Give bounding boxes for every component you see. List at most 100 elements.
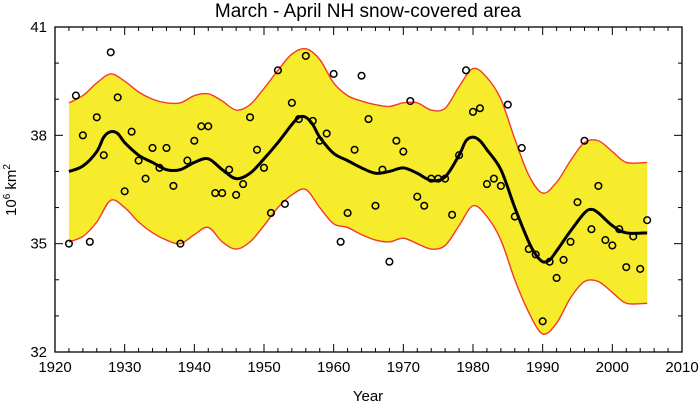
data-point xyxy=(594,181,603,190)
y-tick-label: 35 xyxy=(30,236,47,253)
data-point xyxy=(448,210,457,219)
data-point xyxy=(441,174,450,183)
data-point xyxy=(559,255,568,264)
smoothed-line xyxy=(68,114,648,264)
data-point xyxy=(371,201,380,210)
data-point xyxy=(113,93,122,102)
data-point xyxy=(475,104,485,113)
data-point xyxy=(273,66,282,75)
data-point xyxy=(392,136,401,145)
x-tick-label: 2010 xyxy=(665,359,698,376)
data-point xyxy=(169,181,178,190)
upper-bound-line xyxy=(68,47,648,194)
y-axis-label: 106 km2 xyxy=(2,164,20,216)
y-tick-label: 32 xyxy=(30,344,47,361)
y-tick-label: 41 xyxy=(30,19,47,36)
x-tick-label: 1920 xyxy=(38,359,71,376)
data-point xyxy=(587,225,596,234)
data-point xyxy=(225,165,234,174)
data-point xyxy=(399,147,408,156)
data-point xyxy=(482,180,491,189)
data-point xyxy=(573,198,582,207)
data-point xyxy=(252,145,262,154)
x-tick-label: 1960 xyxy=(317,359,350,376)
data-point xyxy=(266,208,276,218)
data-point xyxy=(92,113,101,122)
data-point xyxy=(601,236,610,245)
data-point xyxy=(64,239,73,248)
data-point xyxy=(489,174,498,183)
data-point xyxy=(461,66,471,75)
data-point xyxy=(176,239,185,248)
data-point xyxy=(301,51,310,60)
data-point xyxy=(99,151,108,160)
data-point xyxy=(183,156,192,165)
x-tick-label: 1950 xyxy=(247,359,280,376)
y-label-exp: 6 xyxy=(2,193,13,199)
data-point xyxy=(538,317,547,326)
data-point xyxy=(71,91,80,100)
data-point xyxy=(315,136,324,145)
x-tick-label: 1930 xyxy=(108,359,141,376)
data-point xyxy=(239,180,248,189)
data-point xyxy=(155,163,164,172)
data-point xyxy=(127,127,136,136)
data-point xyxy=(287,98,296,107)
data-point xyxy=(78,131,87,140)
data-point xyxy=(246,113,255,122)
data-point xyxy=(552,273,561,283)
data-point xyxy=(232,190,241,199)
x-tick-label: 1990 xyxy=(526,359,559,376)
data-point xyxy=(420,201,429,210)
plot-frame xyxy=(54,26,683,353)
x-tick-label: 1970 xyxy=(387,359,420,376)
data-point xyxy=(524,245,533,254)
lower-bound-line xyxy=(68,188,648,335)
data-point xyxy=(120,187,129,196)
confidence-band xyxy=(68,48,648,335)
x-tick-label: 2000 xyxy=(596,359,629,376)
data-point xyxy=(510,212,519,221)
x-axis-label: Year xyxy=(353,388,383,405)
data-point xyxy=(280,199,289,208)
y-label-base: 10 xyxy=(3,199,20,216)
data-point xyxy=(350,145,359,154)
data-point xyxy=(545,257,554,266)
data-point xyxy=(308,116,317,125)
data-point xyxy=(643,216,652,225)
data-point xyxy=(162,143,171,153)
data-point xyxy=(468,107,478,116)
data-point xyxy=(322,129,331,138)
y-label-unit-exp: 2 xyxy=(2,164,13,170)
data-point xyxy=(336,237,345,246)
chart-title: March - April NH snow-covered area xyxy=(215,1,522,22)
axis-ticks xyxy=(54,26,683,353)
data-point xyxy=(343,208,352,218)
y-label-unit: km xyxy=(3,170,20,194)
data-point xyxy=(204,122,213,131)
data-point xyxy=(608,241,617,250)
data-point xyxy=(496,181,505,190)
data-point xyxy=(636,264,645,273)
data-point xyxy=(134,156,143,165)
y-tick-label: 38 xyxy=(30,127,47,144)
data-point xyxy=(141,174,150,183)
plot-content xyxy=(64,47,652,335)
data-point xyxy=(413,192,422,201)
data-point xyxy=(378,165,387,174)
data-point xyxy=(190,136,199,145)
data-point xyxy=(406,96,415,106)
data-point xyxy=(148,143,157,153)
data-point xyxy=(329,69,338,78)
data-point xyxy=(503,100,512,109)
data-point xyxy=(455,151,464,160)
data-point xyxy=(357,71,366,80)
data-point xyxy=(531,250,540,259)
data-point xyxy=(259,163,269,172)
data-point xyxy=(580,136,589,145)
data-point xyxy=(85,237,94,246)
data-point xyxy=(385,257,394,266)
data-point xyxy=(615,225,624,234)
data-point xyxy=(294,115,303,124)
